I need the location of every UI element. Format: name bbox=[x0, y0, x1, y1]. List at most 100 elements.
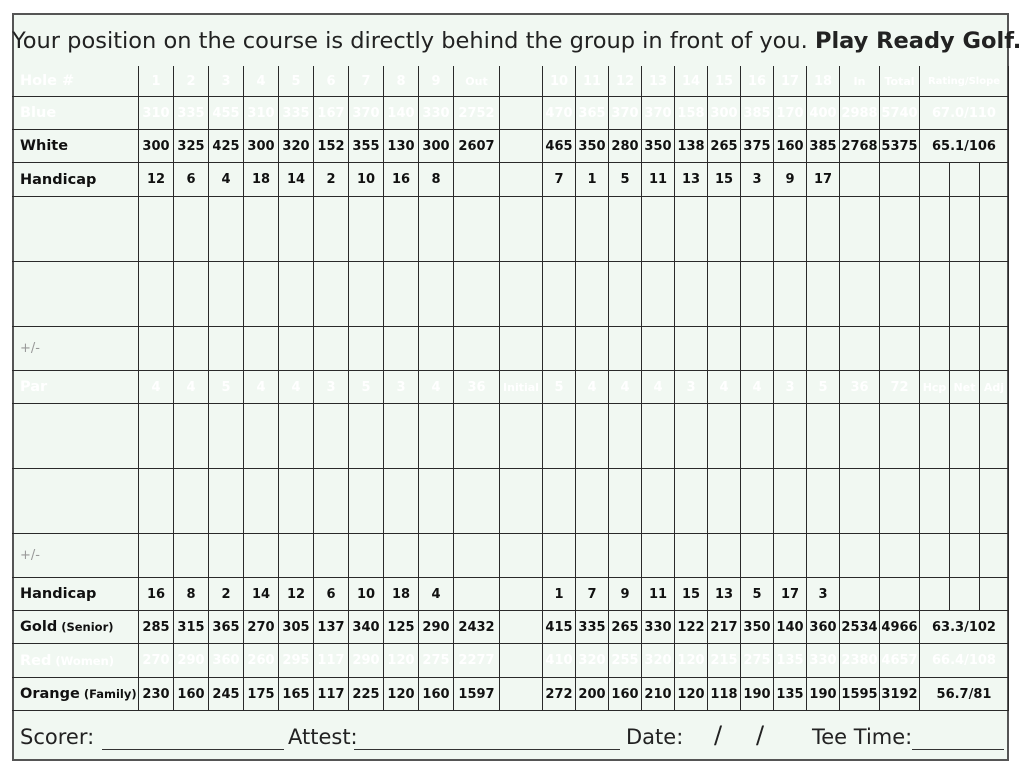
score-entry-cell[interactable] bbox=[543, 534, 576, 578]
score-entry-cell[interactable] bbox=[950, 469, 980, 534]
score-entry-cell[interactable] bbox=[543, 197, 576, 262]
score-entry-cell[interactable] bbox=[609, 404, 642, 469]
score-entry-cell[interactable] bbox=[244, 469, 279, 534]
score-entry-cell[interactable] bbox=[741, 469, 774, 534]
score-entry-cell[interactable] bbox=[419, 197, 454, 262]
attest-line[interactable] bbox=[354, 749, 620, 750]
score-entry-cell[interactable] bbox=[454, 404, 500, 469]
score-entry-cell[interactable] bbox=[807, 404, 840, 469]
score-entry-cell[interactable] bbox=[920, 404, 950, 469]
score-entry-cell[interactable] bbox=[454, 469, 500, 534]
score-entry-cell[interactable] bbox=[880, 534, 920, 578]
score-entry-cell[interactable] bbox=[384, 197, 419, 262]
score-entry-cell[interactable] bbox=[609, 262, 642, 327]
score-entry-cell[interactable] bbox=[920, 534, 950, 578]
score-entry-cell[interactable] bbox=[950, 327, 980, 371]
score-entry-cell[interactable] bbox=[174, 469, 209, 534]
score-entry-cell[interactable] bbox=[209, 534, 244, 578]
score-entry-cell[interactable] bbox=[609, 469, 642, 534]
score-entry-cell[interactable] bbox=[500, 534, 543, 578]
score-entry-cell[interactable] bbox=[576, 534, 609, 578]
score-entry-cell[interactable] bbox=[980, 404, 1009, 469]
score-entry-cell[interactable] bbox=[500, 469, 543, 534]
score-entry-cell[interactable] bbox=[920, 327, 950, 371]
score-entry-cell[interactable] bbox=[675, 534, 708, 578]
score-entry-cell[interactable] bbox=[209, 262, 244, 327]
score-entry-cell[interactable] bbox=[741, 327, 774, 371]
score-entry-cell[interactable] bbox=[774, 327, 807, 371]
score-entry-cell[interactable] bbox=[609, 197, 642, 262]
score-entry-cell[interactable] bbox=[980, 469, 1009, 534]
score-entry-cell[interactable] bbox=[675, 404, 708, 469]
score-entry-cell[interactable] bbox=[543, 262, 576, 327]
score-entry-cell[interactable] bbox=[920, 197, 950, 262]
score-entry-cell[interactable] bbox=[500, 262, 543, 327]
score-entry-cell[interactable] bbox=[500, 197, 543, 262]
score-entry-cell[interactable] bbox=[807, 469, 840, 534]
score-entry-cell[interactable] bbox=[880, 327, 920, 371]
score-entry-cell[interactable] bbox=[244, 404, 279, 469]
score-entry-cell[interactable] bbox=[880, 197, 920, 262]
score-entry-cell[interactable] bbox=[807, 534, 840, 578]
score-entry-cell[interactable] bbox=[314, 534, 349, 578]
score-entry-cell[interactable] bbox=[576, 404, 609, 469]
score-entry-cell[interactable] bbox=[209, 404, 244, 469]
score-entry-cell[interactable] bbox=[675, 469, 708, 534]
score-entry-cell[interactable] bbox=[880, 262, 920, 327]
score-entry-cell[interactable] bbox=[675, 197, 708, 262]
score-entry-cell[interactable] bbox=[454, 327, 500, 371]
score-entry-cell[interactable] bbox=[419, 469, 454, 534]
score-entry-cell[interactable] bbox=[209, 327, 244, 371]
score-entry-cell[interactable] bbox=[609, 534, 642, 578]
score-entry-cell[interactable] bbox=[741, 262, 774, 327]
score-entry-cell[interactable] bbox=[174, 327, 209, 371]
score-entry-cell[interactable] bbox=[642, 404, 675, 469]
score-entry-cell[interactable] bbox=[500, 404, 543, 469]
score-entry-cell[interactable] bbox=[139, 404, 174, 469]
score-entry-cell[interactable] bbox=[950, 534, 980, 578]
score-entry-cell[interactable] bbox=[419, 262, 454, 327]
score-entry-cell[interactable] bbox=[675, 262, 708, 327]
score-entry-cell[interactable] bbox=[384, 327, 419, 371]
score-entry-cell[interactable] bbox=[675, 327, 708, 371]
score-entry-cell[interactable] bbox=[384, 534, 419, 578]
score-entry-cell[interactable] bbox=[314, 469, 349, 534]
score-entry-cell[interactable] bbox=[576, 262, 609, 327]
score-entry-cell[interactable] bbox=[384, 404, 419, 469]
score-entry-cell[interactable] bbox=[244, 197, 279, 262]
score-entry-cell[interactable] bbox=[708, 262, 741, 327]
score-entry-cell[interactable] bbox=[840, 262, 880, 327]
score-entry-cell[interactable] bbox=[139, 327, 174, 371]
score-entry-cell[interactable] bbox=[454, 262, 500, 327]
score-entry-cell[interactable] bbox=[314, 197, 349, 262]
score-entry-cell[interactable] bbox=[419, 327, 454, 371]
score-entry-cell[interactable] bbox=[174, 262, 209, 327]
score-entry-cell[interactable] bbox=[174, 197, 209, 262]
score-entry-cell[interactable] bbox=[500, 327, 543, 371]
score-entry-cell[interactable] bbox=[774, 197, 807, 262]
score-entry-cell[interactable] bbox=[419, 534, 454, 578]
score-entry-cell[interactable] bbox=[880, 404, 920, 469]
score-entry-cell[interactable] bbox=[840, 534, 880, 578]
score-entry-cell[interactable] bbox=[741, 404, 774, 469]
score-entry-cell[interactable] bbox=[807, 197, 840, 262]
score-entry-cell[interactable] bbox=[642, 534, 675, 578]
score-entry-cell[interactable] bbox=[708, 197, 741, 262]
score-entry-cell[interactable] bbox=[139, 197, 174, 262]
score-entry-cell[interactable] bbox=[840, 404, 880, 469]
score-entry-cell[interactable] bbox=[384, 469, 419, 534]
score-entry-cell[interactable] bbox=[920, 262, 950, 327]
score-entry-cell[interactable] bbox=[708, 534, 741, 578]
score-entry-cell[interactable] bbox=[454, 534, 500, 578]
score-entry-cell[interactable] bbox=[840, 197, 880, 262]
score-entry-cell[interactable] bbox=[279, 262, 314, 327]
score-entry-cell[interactable] bbox=[642, 327, 675, 371]
score-entry-cell[interactable] bbox=[314, 262, 349, 327]
score-entry-cell[interactable] bbox=[708, 469, 741, 534]
score-entry-cell[interactable] bbox=[349, 404, 384, 469]
score-entry-cell[interactable] bbox=[980, 197, 1009, 262]
score-entry-cell[interactable] bbox=[139, 262, 174, 327]
score-entry-cell[interactable] bbox=[980, 327, 1009, 371]
score-entry-cell[interactable] bbox=[349, 534, 384, 578]
score-entry-cell[interactable] bbox=[543, 404, 576, 469]
